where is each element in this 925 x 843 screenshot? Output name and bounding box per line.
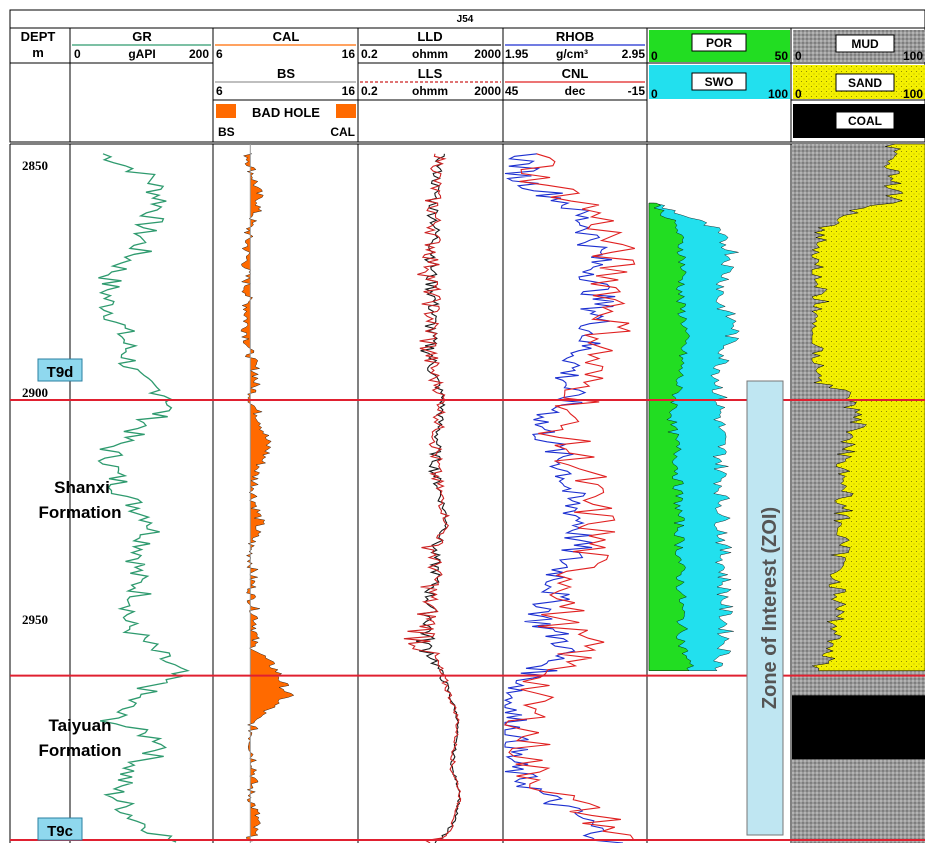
lls-curve — [403, 153, 462, 843]
rhob-min: 1.95 — [505, 47, 529, 61]
svg-text:T9d: T9d — [47, 364, 74, 381]
log-body — [9, 143, 925, 843]
badhole-left: BS — [218, 125, 235, 139]
rhob-max: 2.95 — [622, 47, 646, 61]
gr-unit: gAPI — [128, 47, 155, 61]
lls-unit: ohmm — [412, 84, 448, 98]
sand-min: 0 — [795, 87, 802, 101]
gr-curve — [97, 153, 191, 843]
lld-max: 2000 — [474, 47, 501, 61]
curve-layer — [97, 144, 740, 843]
formation-taiyuan-line2: Formation — [38, 741, 121, 760]
mud-title: MUD — [851, 37, 879, 51]
cnl-max: -15 — [628, 84, 646, 98]
coal-min: 0 — [795, 126, 802, 140]
cnl-unit: dec — [565, 84, 586, 98]
zoi-box: Zone of Interest (ZOI) — [746, 380, 784, 836]
lls-max: 2000 — [474, 84, 501, 98]
badhole-swatch-left — [216, 104, 236, 118]
log-header: J54 DEPT m GR 0 gAPI 200 CAL 6 16 BS 6 1… — [9, 9, 925, 143]
horizon-tag-t9d: T9d — [37, 358, 83, 382]
lld-min: 0.2 — [361, 47, 378, 61]
horizon-tag-t9c: T9c — [37, 817, 83, 841]
badhole-title: BAD HOLE — [252, 105, 320, 120]
sand-label-box — [835, 73, 895, 92]
dept-title: DEPT — [21, 29, 56, 44]
coal-label-box — [835, 111, 895, 130]
por-title: POR — [706, 36, 732, 50]
depth-label-2900: 2900 — [22, 385, 48, 400]
por-label-box — [691, 33, 747, 52]
coal-max: 100 — [903, 126, 923, 140]
lls-min: 0.2 — [361, 84, 378, 98]
formation-shanxi-line1: Shanxi — [54, 478, 110, 497]
gr-min: 0 — [74, 47, 81, 61]
lld-title: LLD — [417, 29, 442, 44]
lld-unit: ohmm — [412, 47, 448, 61]
gr-max: 200 — [189, 47, 209, 61]
swo-title: SWO — [705, 75, 734, 89]
bs-min: 6 — [216, 84, 223, 98]
gr-title: GR — [132, 29, 152, 44]
swo-max: 100 — [768, 87, 788, 101]
sand-max: 100 — [903, 87, 923, 101]
mud-label-box — [835, 34, 895, 53]
lls-title: LLS — [418, 66, 443, 81]
por-fill — [648, 202, 695, 671]
bs-title: BS — [277, 66, 295, 81]
badhole-swatch-right — [336, 104, 356, 118]
bs-max: 16 — [342, 84, 356, 98]
zoi-label: Zone of Interest (ZOI) — [759, 507, 781, 709]
coal-fill — [792, 695, 925, 760]
sand-title: SAND — [848, 76, 882, 90]
lld-curve — [415, 153, 461, 843]
track-separators — [69, 144, 792, 843]
por-max: 50 — [775, 49, 789, 63]
coal-title: COAL — [848, 114, 882, 128]
formation-shanxi-line2: Formation — [38, 503, 121, 522]
dept-unit: m — [32, 45, 44, 60]
svg-text:T9c: T9c — [47, 823, 73, 840]
cnl-min: 45 — [505, 84, 519, 98]
rhob-title: RHOB — [556, 29, 594, 44]
cal-max: 16 — [342, 47, 356, 61]
mud-min: 0 — [795, 49, 802, 63]
rhob-curve — [503, 153, 624, 843]
well-name: J54 — [457, 14, 474, 25]
badhole-right: CAL — [330, 125, 355, 139]
depth-label-2850: 2850 — [22, 158, 48, 173]
depth-label-2950: 2950 — [22, 612, 48, 627]
cnl-title: CNL — [562, 66, 589, 81]
swo-min: 0 — [651, 87, 658, 101]
formation-taiyuan-line1: Taiyuan — [49, 716, 112, 735]
badhole-fill — [240, 153, 295, 842]
rhob-unit: g/cm³ — [556, 47, 588, 61]
por-min: 0 — [651, 49, 658, 63]
mud-max: 100 — [903, 49, 923, 63]
cal-title: CAL — [273, 29, 300, 44]
swo-label-box — [691, 72, 747, 91]
sand-fill — [811, 143, 925, 671]
cnl-curve — [504, 153, 636, 840]
lithology-track — [792, 143, 925, 843]
cal-min: 6 — [216, 47, 223, 61]
